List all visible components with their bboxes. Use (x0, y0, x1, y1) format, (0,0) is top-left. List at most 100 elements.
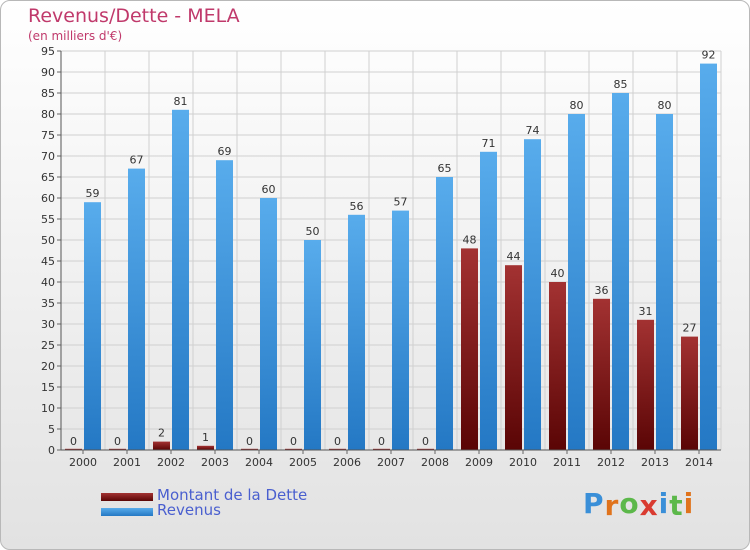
x-tick-label: 2010 (509, 456, 537, 469)
x-tick-label: 2002 (157, 456, 185, 469)
legend-label-debt: Montant de la Dette (157, 486, 308, 504)
x-tick-label: 2001 (113, 456, 141, 469)
y-tick-label: 40 (41, 276, 55, 289)
y-tick-label: 10 (41, 402, 55, 415)
value-label-dette: 0 (290, 435, 297, 448)
value-label-revenus: 57 (394, 196, 408, 209)
y-tick-label: 0 (48, 444, 55, 457)
value-label-revenus: 74 (526, 124, 540, 137)
value-label-dette: 31 (639, 305, 653, 318)
x-tick-label: 2009 (465, 456, 493, 469)
x-tick-label: 2007 (377, 456, 405, 469)
bar-dette (593, 298, 610, 450)
x-tick-label: 2013 (641, 456, 669, 469)
x-tick-label: 2008 (421, 456, 449, 469)
value-label-revenus: 67 (130, 154, 144, 167)
logo-letter: P (583, 487, 605, 520)
y-tick-label: 55 (41, 213, 55, 226)
y-tick-label: 45 (41, 255, 55, 268)
x-tick-label: 2004 (245, 456, 273, 469)
bar-dette (65, 448, 82, 450)
chart-title: Revenus/Dette - MELA (28, 5, 240, 27)
bars: 0 59 0 67 2 81 1 69 0 60 0 50 0 56 0 57 0 65 48 71 44 74 40 80 3… (65, 49, 717, 451)
y-tick-label: 15 (41, 381, 55, 394)
bar-dette (637, 319, 654, 450)
x-tick-label: 2012 (597, 456, 625, 469)
bar-dette (549, 282, 566, 450)
value-label-dette: 0 (334, 435, 341, 448)
value-label-dette: 40 (551, 267, 565, 280)
x-tick-label: 2011 (553, 456, 581, 469)
value-label-dette: 44 (507, 250, 521, 263)
y-tick-label: 95 (41, 45, 55, 58)
grid-lines (60, 50, 722, 451)
y-tick-label: 35 (41, 297, 55, 310)
value-label-revenus: 69 (218, 145, 232, 158)
bar-dette (505, 265, 522, 450)
bar-revenus (172, 109, 189, 451)
chart-subtitle: (en milliers d'€) (28, 29, 123, 43)
value-label-dette: 0 (422, 435, 429, 448)
y-tick-label: 25 (41, 339, 55, 352)
value-label-revenus: 56 (350, 200, 364, 213)
bar-dette (461, 248, 478, 450)
value-label-revenus: 80 (570, 99, 584, 112)
y-tick-label: 80 (41, 108, 55, 121)
y-tick-label: 5 (48, 423, 55, 436)
value-label-revenus: 60 (262, 183, 276, 196)
value-label-revenus: 59 (86, 187, 100, 200)
bar-revenus (260, 198, 277, 450)
value-label-dette: 36 (595, 284, 609, 297)
logo-letter: t (669, 489, 684, 522)
value-label-revenus: 71 (482, 137, 496, 150)
logo-letter: x (639, 489, 659, 522)
bar-dette (373, 448, 390, 450)
bar-dette (681, 336, 698, 450)
logo-letter: i (658, 487, 670, 520)
bar-revenus (700, 63, 717, 450)
bar-dette (109, 448, 126, 450)
bar-revenus (84, 202, 101, 450)
x-tick-label: 2006 (333, 456, 361, 469)
logo-letter: o (619, 487, 640, 520)
value-label-dette: 0 (70, 435, 77, 448)
value-label-revenus: 65 (438, 162, 452, 175)
value-label-dette: 2 (158, 427, 165, 440)
legend-swatch-debt (101, 493, 153, 501)
bar-revenus (568, 114, 585, 450)
axes: 0510152025303540455055606570758085909520… (41, 45, 721, 469)
x-tick-label: 2005 (289, 456, 317, 469)
value-label-revenus: 85 (614, 78, 628, 91)
y-tick-label: 70 (41, 150, 55, 163)
bar-revenus (304, 240, 321, 450)
bar-revenus (524, 139, 541, 450)
legend-label-revenus: Revenus (157, 501, 221, 519)
bar-dette (329, 448, 346, 450)
x-tick-label: 2000 (69, 456, 97, 469)
y-tick-label: 65 (41, 171, 55, 184)
value-label-revenus: 50 (306, 225, 320, 238)
bar-dette (197, 445, 214, 450)
bar-revenus (348, 214, 365, 450)
bar-revenus (392, 210, 409, 450)
y-tick-label: 85 (41, 87, 55, 100)
bar-revenus (656, 114, 673, 450)
y-tick-label: 20 (41, 360, 55, 373)
value-label-dette: 1 (202, 431, 209, 444)
logo-letter: r (604, 489, 620, 522)
legend-swatch-revenus (101, 508, 153, 516)
y-tick-label: 50 (41, 234, 55, 247)
y-tick-label: 60 (41, 192, 55, 205)
bar-revenus (216, 160, 233, 450)
bar-revenus (128, 168, 145, 450)
x-tick-label: 2003 (201, 456, 229, 469)
value-label-revenus: 81 (174, 95, 188, 108)
proxiti-logo: Proxiti (583, 487, 695, 522)
value-label-dette: 27 (683, 322, 697, 335)
value-label-revenus: 92 (702, 49, 716, 62)
logo-letter: i (683, 487, 695, 520)
value-label-dette: 48 (463, 233, 477, 246)
bar-dette (241, 448, 258, 450)
